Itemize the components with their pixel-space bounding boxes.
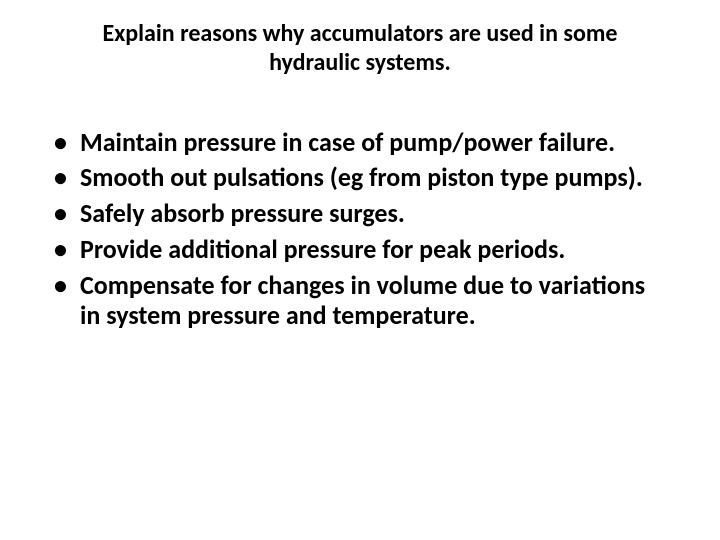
- list-item: Safely absorb pressure surges.: [50, 199, 670, 229]
- list-item: Provide additional pressure for peak per…: [50, 235, 670, 265]
- list-item: Smooth out pulsations (eg from piston ty…: [50, 163, 670, 193]
- slide: Explain reasons why accumulators are use…: [0, 0, 720, 540]
- bullet-list: Maintain pressure in case of pump/power …: [50, 128, 670, 331]
- slide-title: Explain reasons why accumulators are use…: [50, 20, 670, 78]
- list-item: Compensate for changes in volume due to …: [50, 271, 670, 331]
- list-item: Maintain pressure in case of pump/power …: [50, 128, 670, 158]
